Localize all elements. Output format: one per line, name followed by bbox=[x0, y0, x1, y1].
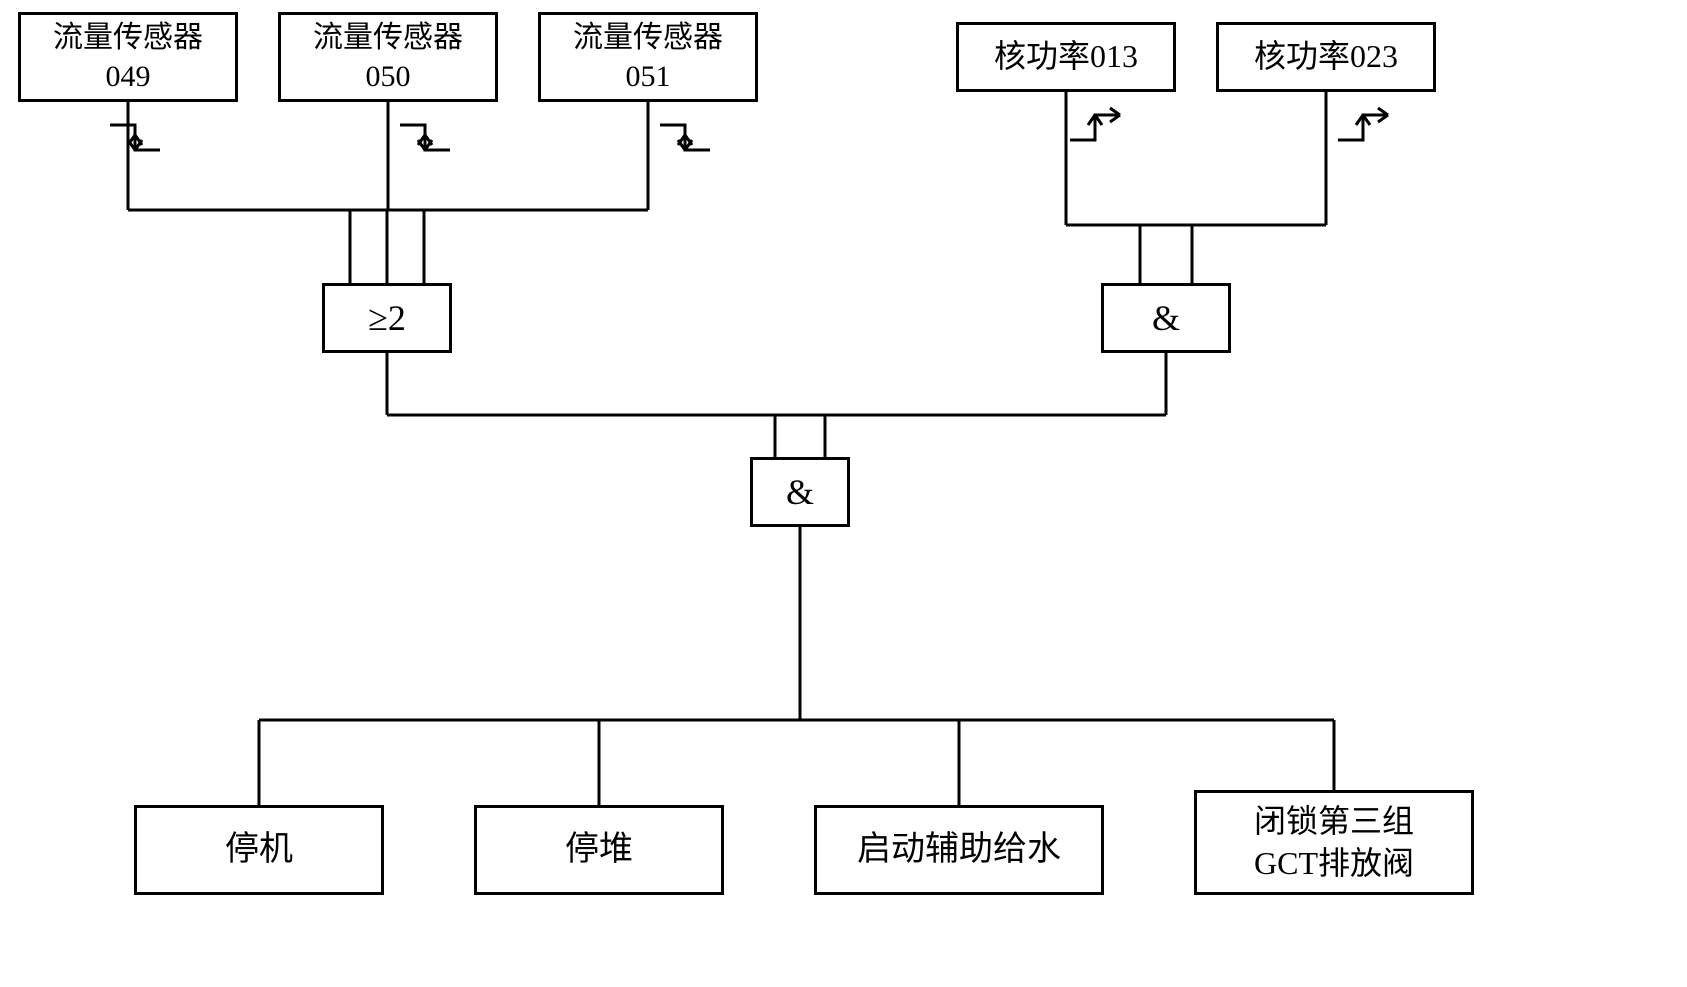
gate-ge2-label: ≥2 bbox=[368, 295, 406, 342]
threshold-icon-rising-1 bbox=[1070, 108, 1120, 140]
sensor-049-label: 流量传感器049 bbox=[53, 18, 203, 96]
output-gct: 闭锁第三组GCT排放阀 bbox=[1194, 790, 1474, 895]
gate-and-1: & bbox=[1101, 283, 1231, 353]
output-scram-label: 停堆 bbox=[565, 828, 633, 872]
output-stop: 停机 bbox=[134, 805, 384, 895]
sensor-051-label: 流量传感器051 bbox=[573, 18, 723, 96]
gate-and-2: & bbox=[750, 457, 850, 527]
sensor-051: 流量传感器051 bbox=[538, 12, 758, 102]
threshold-icon-falling-1 bbox=[110, 125, 160, 150]
gate-and-2-label: & bbox=[786, 469, 814, 516]
output-afw-label: 启动辅助给水 bbox=[857, 828, 1061, 872]
output-scram: 停堆 bbox=[474, 805, 724, 895]
sensor-050-label: 流量传感器050 bbox=[313, 18, 463, 96]
power-013-label: 核功率013 bbox=[994, 36, 1138, 78]
sensor-050: 流量传感器050 bbox=[278, 12, 498, 102]
gate-ge2: ≥2 bbox=[322, 283, 452, 353]
power-023-label: 核功率023 bbox=[1254, 36, 1398, 78]
threshold-icon-falling-3 bbox=[660, 125, 710, 150]
gate-and-1-label: & bbox=[1152, 295, 1180, 342]
power-023: 核功率023 bbox=[1216, 22, 1436, 92]
output-stop-label: 停机 bbox=[225, 828, 293, 872]
output-afw: 启动辅助给水 bbox=[814, 805, 1104, 895]
sensor-049: 流量传感器049 bbox=[18, 12, 238, 102]
threshold-icon-rising-2 bbox=[1338, 108, 1388, 140]
power-013: 核功率013 bbox=[956, 22, 1176, 92]
threshold-icon-falling-2 bbox=[400, 125, 450, 150]
output-gct-label: 闭锁第三组GCT排放阀 bbox=[1254, 801, 1414, 884]
